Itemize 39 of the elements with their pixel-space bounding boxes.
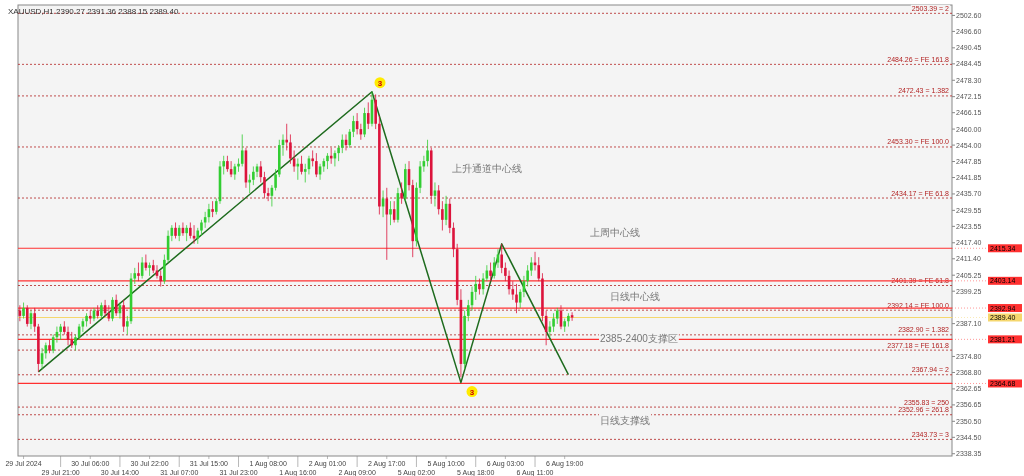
candlestick <box>452 222 455 258</box>
line-series <box>37 90 570 384</box>
candlestick <box>530 256 533 277</box>
candlestick <box>341 134 344 154</box>
candlestick <box>137 262 140 282</box>
candlestick <box>114 294 118 317</box>
candlestick <box>363 107 366 138</box>
annotation: 2385-2400支撑区 <box>600 333 678 344</box>
candlestick <box>252 166 255 186</box>
candlestick <box>315 152 318 178</box>
chart-title: XAUUSD,H1 2390.27 2391.36 2388.15 2389.40 <box>8 7 179 16</box>
candlestick <box>366 102 370 130</box>
candlestick <box>240 134 244 167</box>
candlestick <box>111 296 114 322</box>
candlestick <box>211 200 214 218</box>
candlestick <box>426 139 429 167</box>
candlestick <box>389 200 392 226</box>
candlestick <box>311 150 314 167</box>
candlestick <box>441 200 444 231</box>
annotation: 日线中心线 <box>610 291 660 302</box>
candlestick <box>148 262 151 277</box>
candlestick <box>259 160 263 183</box>
candlestick <box>515 283 518 314</box>
candlestick <box>385 187 389 261</box>
annotation: 上周中心线 <box>590 227 640 238</box>
candlestick <box>352 115 355 138</box>
candlestick <box>537 256 541 282</box>
candlestick <box>552 312 555 333</box>
candlestick <box>263 171 266 199</box>
candlestick <box>300 155 303 175</box>
annotation: 日线支撑线 <box>600 415 650 426</box>
candlestick <box>489 262 492 282</box>
candlestick <box>437 184 440 215</box>
candlestick <box>348 128 352 149</box>
candlestick <box>400 182 403 205</box>
candlestick <box>122 299 125 333</box>
annotation: 上升通道中心线 <box>452 163 522 174</box>
candlestick <box>500 243 503 274</box>
candlestick <box>33 307 36 333</box>
